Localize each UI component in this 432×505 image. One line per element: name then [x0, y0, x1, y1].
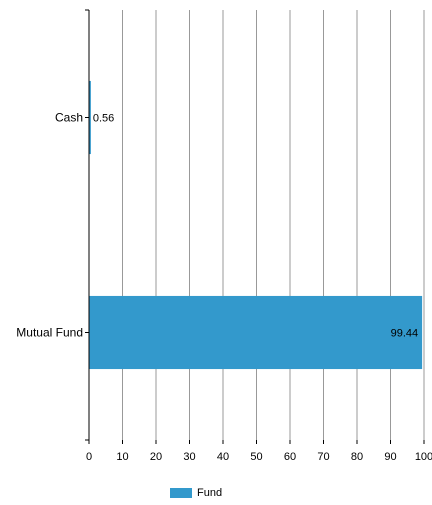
data-label-cash: 0.56	[93, 113, 114, 125]
x-tick-label-50: 50	[250, 451, 262, 463]
category-label-mutual-fund: Mutual Fund	[16, 326, 83, 340]
x-tick-label-0: 0	[86, 451, 92, 463]
x-tick-label-90: 90	[384, 451, 396, 463]
x-tick-label-10: 10	[116, 451, 128, 463]
x-tick-label-70: 70	[317, 451, 329, 463]
legend: Fund	[170, 486, 222, 500]
gridlines	[122, 10, 425, 440]
bar-cash	[89, 80, 91, 155]
axes	[85, 9, 425, 444]
bar-mutual-fund	[89, 295, 423, 370]
x-tick-label-60: 60	[284, 451, 296, 463]
x-tick-label-20: 20	[150, 451, 162, 463]
category-label-cash: Cash	[55, 111, 83, 125]
category-labels: Cash Mutual Fund	[16, 111, 83, 340]
x-tick-label-40: 40	[217, 451, 229, 463]
data-labels: 0.56 99.44	[93, 113, 418, 340]
data-label-mutual-fund: 99.44	[391, 328, 419, 340]
x-tick-label-80: 80	[351, 451, 363, 463]
legend-swatch-fund	[170, 488, 192, 498]
legend-label-fund: Fund	[197, 487, 223, 499]
x-tick-labels: 0 10 20 30 40 50 60 70 80 90 100	[86, 451, 432, 463]
x-tick-label-100: 100	[415, 451, 432, 463]
bars	[89, 80, 423, 370]
x-tick-label-30: 30	[183, 451, 195, 463]
